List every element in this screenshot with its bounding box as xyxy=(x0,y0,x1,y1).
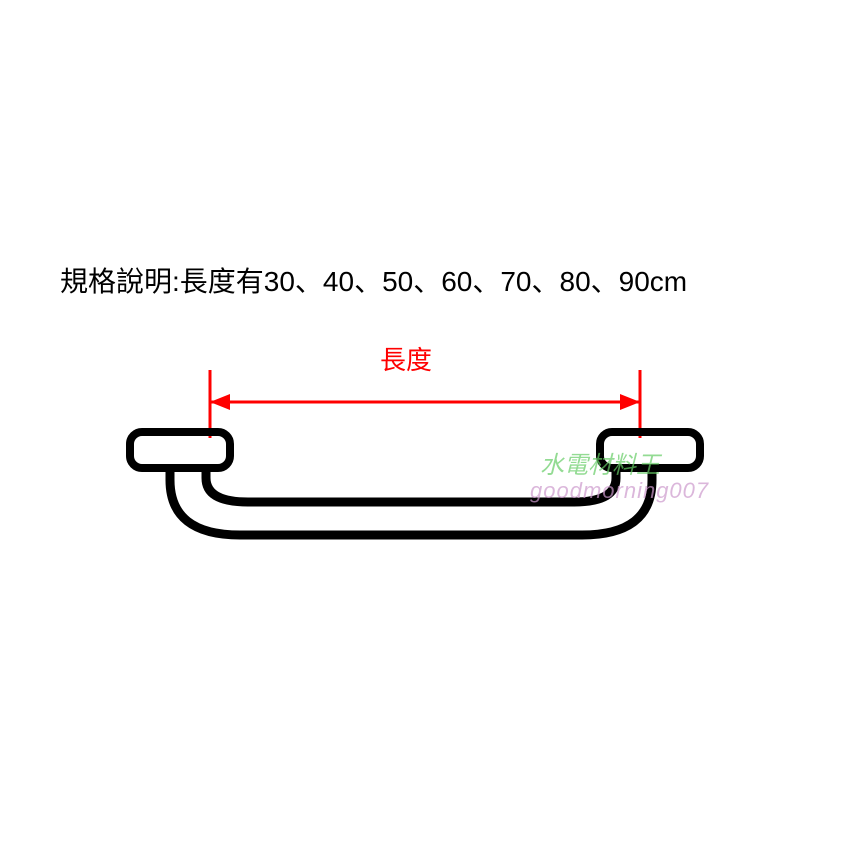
dim-arrow-right xyxy=(620,394,640,410)
watermark-brand: 水電材料王 xyxy=(540,445,660,480)
left-bracket xyxy=(130,432,230,468)
diagram-svg xyxy=(0,340,867,640)
handle-diagram: 長度 xyxy=(0,340,867,640)
watermark-id: goodmorning007 xyxy=(530,478,709,504)
spec-description: 規格說明:長度有30、40、50、60、70、80、90cm xyxy=(60,260,687,300)
dim-arrow-left xyxy=(210,394,230,410)
